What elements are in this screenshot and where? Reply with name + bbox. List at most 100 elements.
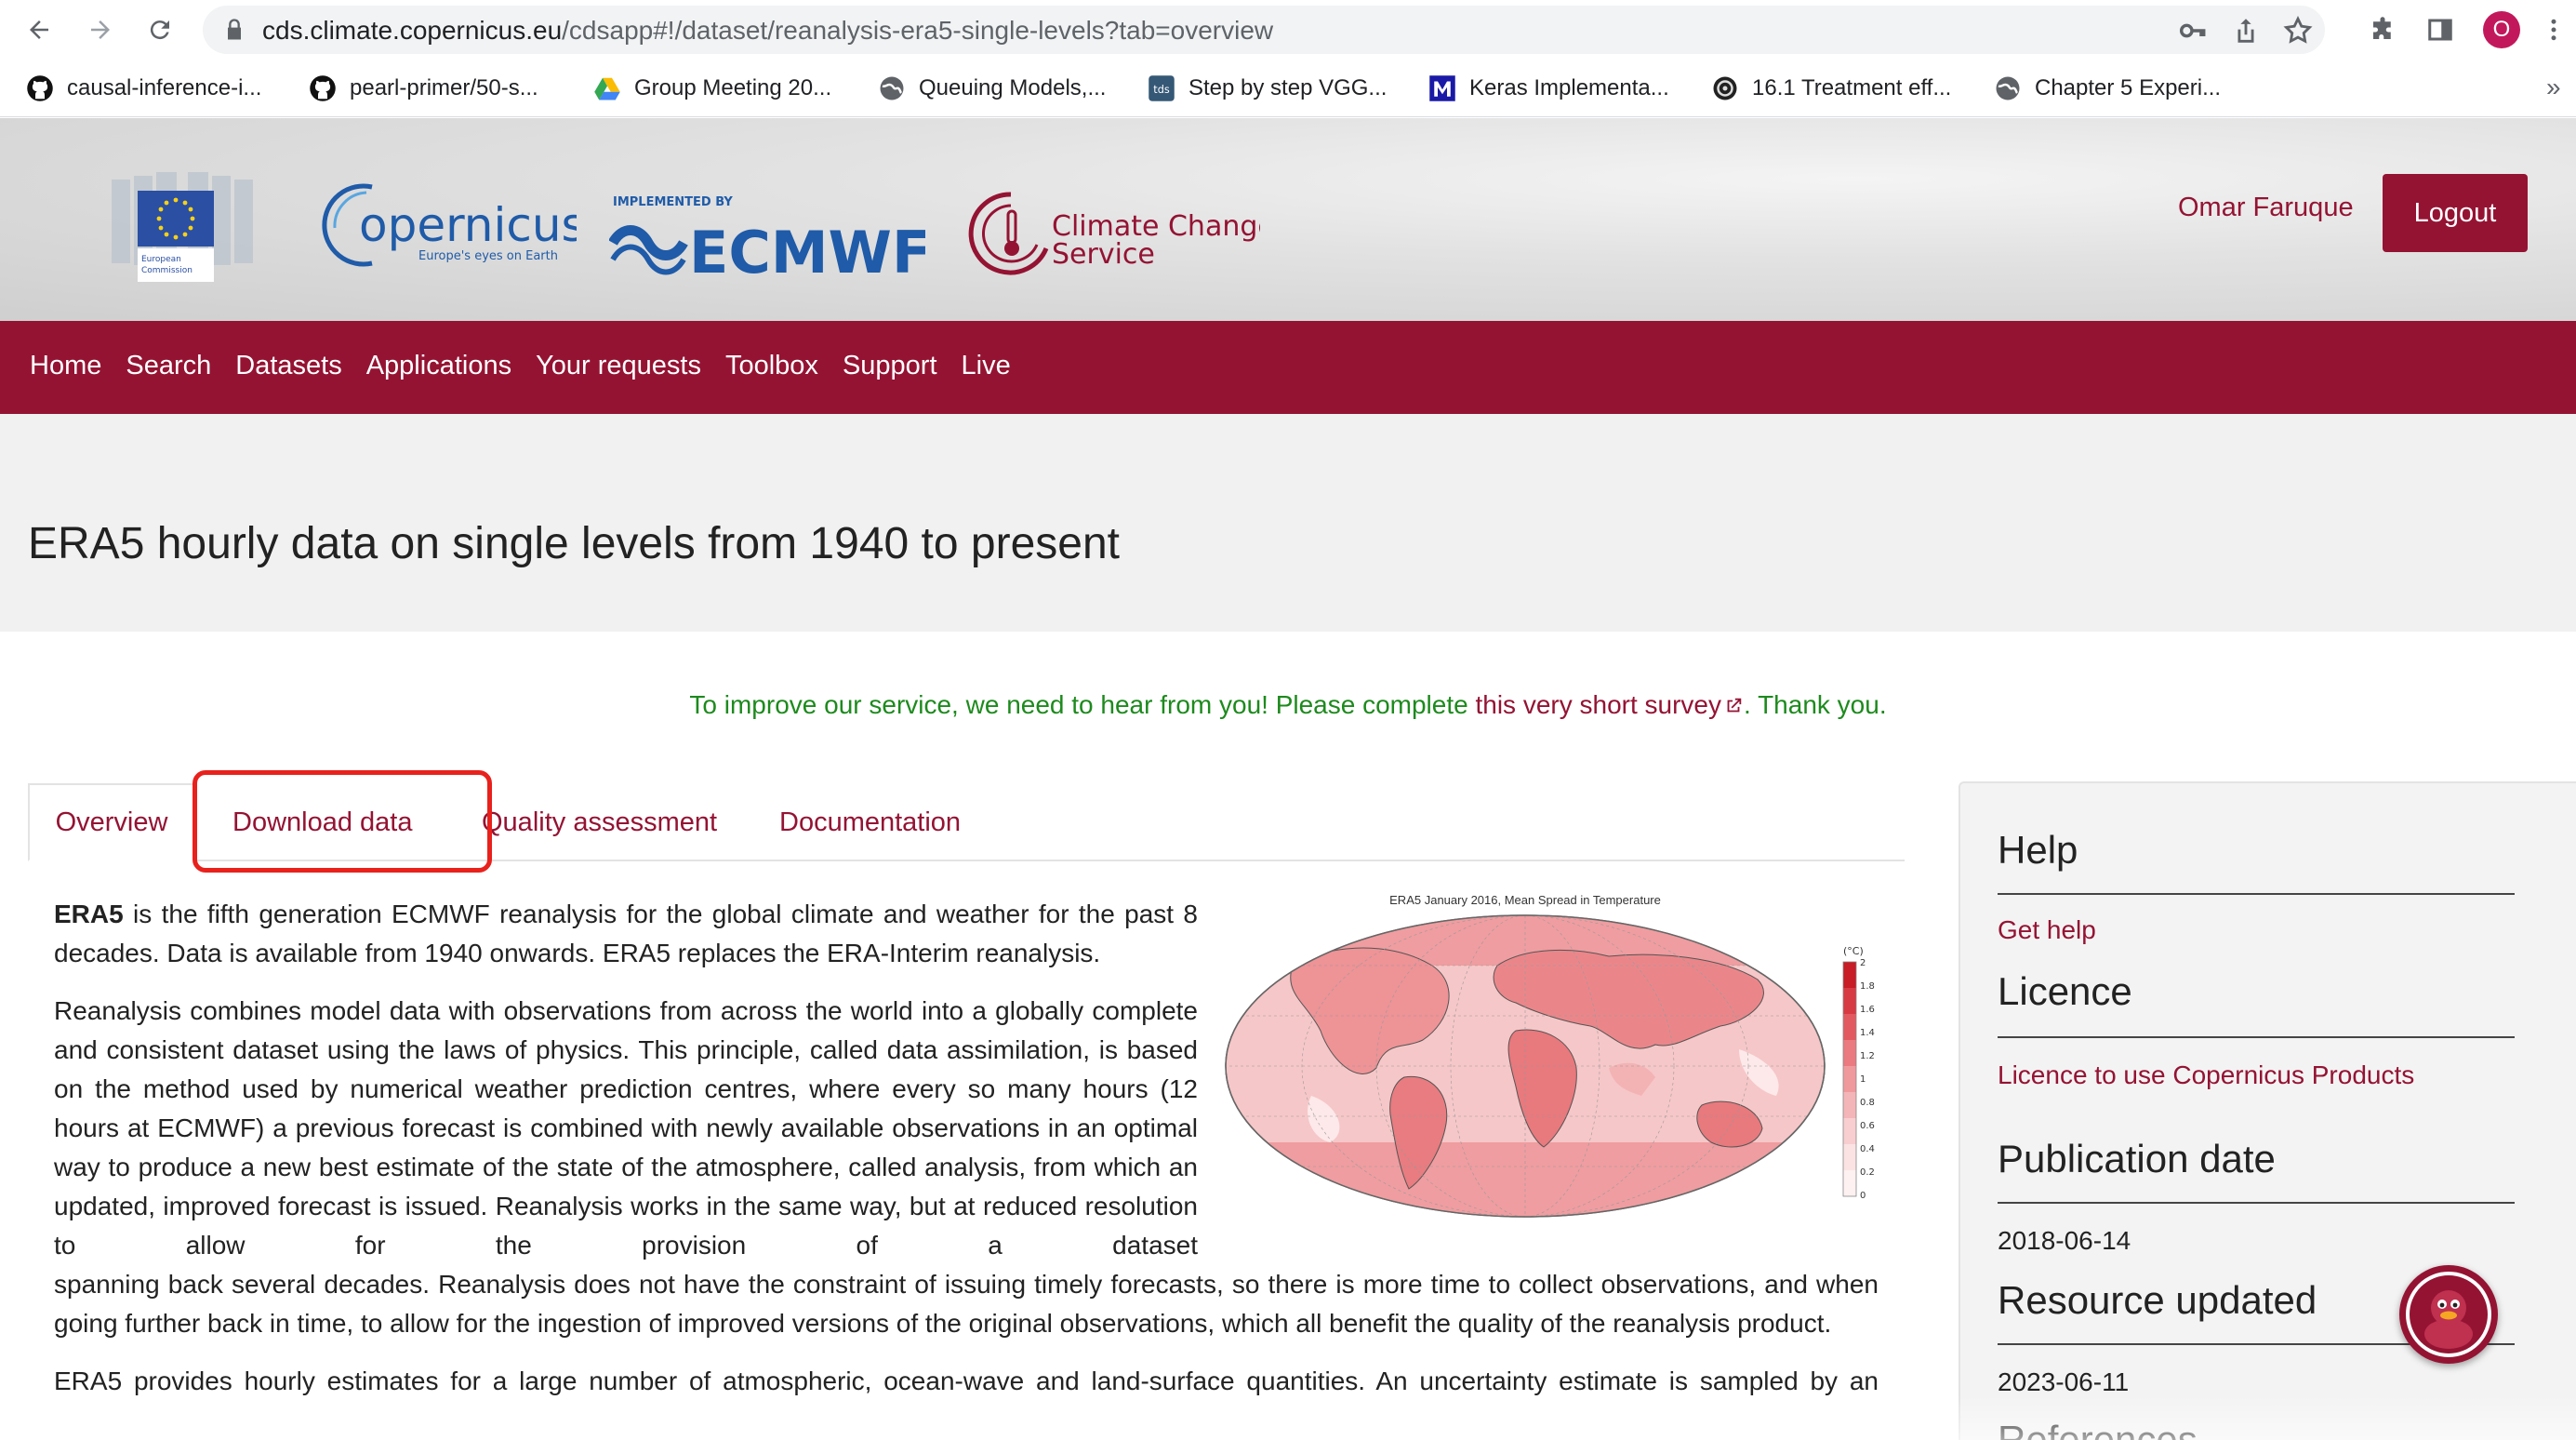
divider xyxy=(1998,1343,2515,1345)
scale-label: 2 xyxy=(1860,958,1866,968)
survey-link[interactable]: this very short survey xyxy=(1475,690,1744,719)
nav-live[interactable]: Live xyxy=(961,351,1011,380)
ec-line-1: European xyxy=(141,255,181,264)
arrow-right-icon xyxy=(91,20,110,39)
nav-your-requests[interactable]: Your requests xyxy=(536,351,701,380)
divider xyxy=(1998,893,2515,895)
survey-text-after: . Thank you. xyxy=(1744,690,1887,719)
github-icon xyxy=(310,75,336,101)
survey-banner: To improve our service, we need to hear … xyxy=(0,690,2576,720)
intro-paragraph: ERA5 is the fifth generation ECMWF reana… xyxy=(54,900,1198,967)
title-band: ERA5 hourly data on single levels from 1… xyxy=(0,414,2576,632)
tab-overview[interactable]: Overview xyxy=(28,783,195,861)
tab-quality-assessment[interactable]: Quality assessment xyxy=(482,807,718,837)
resource-updated-value: 2023-06-11 xyxy=(1998,1367,2130,1396)
licence-link[interactable]: Licence to use Copernicus Products xyxy=(1998,1060,2415,1089)
browser-menu-button[interactable] xyxy=(2533,9,2574,50)
bookmark-item[interactable]: 16.1 Treatment eff... xyxy=(1711,73,1951,104)
copernicus-logo[interactable]: opernicus Europe's eyes on Earth xyxy=(316,174,577,276)
user-name-link[interactable]: Omar Faruque xyxy=(2178,193,2354,222)
site-header: European Commission opernicus Europe's e… xyxy=(0,118,2576,321)
bookmark-item[interactable]: Group Meeting 20... xyxy=(593,73,831,104)
dataset-tabs: Overview Download data Quality assessmen… xyxy=(28,783,1905,861)
forward-button[interactable] xyxy=(80,9,121,50)
back-button[interactable] xyxy=(19,9,60,50)
survey-text-before: To improve our service, we need to hear … xyxy=(689,690,1476,719)
bookmark-label: causal-inference-i... xyxy=(67,75,262,100)
bookmark-item[interactable]: Keras Implementa... xyxy=(1428,73,1669,104)
bookmark-item[interactable]: Queuing Models,... xyxy=(878,73,1106,104)
arrow-left-icon xyxy=(30,20,48,39)
temperature-spread-map: ERA5 January 2016, Mean Spread in Temper… xyxy=(1218,893,1886,1224)
chat-assistant-button[interactable] xyxy=(2399,1265,2498,1364)
m-logo-icon xyxy=(1429,75,1455,101)
bookmarks-bar: causal-inference-i... pearl-primer/50-s.… xyxy=(0,60,2576,117)
lock-icon xyxy=(228,19,241,40)
bookmark-item[interactable]: pearl-primer/50-s... xyxy=(309,73,538,104)
globe-icon xyxy=(880,76,904,100)
bookmark-item[interactable]: Chapter 5 Experi... xyxy=(1994,73,2221,104)
ecmwf-wave-mark xyxy=(609,225,688,275)
kebab-menu-icon xyxy=(2551,19,2556,41)
bookmark-item[interactable]: causal-inference-i... xyxy=(26,73,261,104)
tab-download-data[interactable]: Download data xyxy=(232,807,413,837)
nav-support[interactable]: Support xyxy=(842,351,937,380)
ecmwf-logo[interactable]: IMPLEMENTED BY ECMWF xyxy=(609,191,925,284)
resource-updated-heading: Resource updated xyxy=(1998,1278,2317,1322)
climate-change-service-logo[interactable]: Climate Change Service xyxy=(963,183,1260,286)
bookmark-item[interactable]: tds Step by step VGG... xyxy=(1148,73,1387,104)
map-unit-label: (°C) xyxy=(1843,945,1864,957)
browser-toolbar: cds.climate.copernicus.eu/cdsapp#!/datas… xyxy=(0,0,2576,60)
overview-content: ERA5 is the fifth generation ECMWF reana… xyxy=(54,895,1879,1401)
map-title: ERA5 January 2016, Mean Spread in Temper… xyxy=(1389,893,1661,907)
google-drive-icon xyxy=(594,77,620,100)
nav-datasets[interactable]: Datasets xyxy=(235,351,342,380)
scale-label: 1.2 xyxy=(1860,1051,1875,1061)
bookmark-label: Queuing Models,... xyxy=(919,75,1107,100)
bookmark-label: 16.1 Treatment eff... xyxy=(1752,75,1952,100)
c3s-line-1: Climate Change xyxy=(1052,210,1260,243)
get-help-link[interactable]: Get help xyxy=(1998,915,2096,944)
star-icon[interactable] xyxy=(2282,15,2314,47)
nav-applications[interactable]: Applications xyxy=(365,351,512,380)
world-map-graphic: (°C) 2 1.8 1.6 1.4 1.2 1 0.8 0.6 0.4 0.2… xyxy=(1225,914,1875,1218)
share-icon[interactable] xyxy=(2230,15,2262,47)
page-title: ERA5 hourly data on single levels from 1… xyxy=(28,519,1121,568)
side-panel-button[interactable] xyxy=(2420,9,2461,50)
logout-button[interactable]: Logout xyxy=(2383,174,2528,252)
ecmwf-caption: IMPLEMENTED BY xyxy=(613,195,733,209)
reanalysis-paragraph-part2: spanning back several decades. Reanalysi… xyxy=(54,1270,1879,1338)
ecmwf-wordmark: ECMWF xyxy=(689,219,925,284)
address-bar[interactable]: cds.climate.copernicus.eu/cdsapp#!/datas… xyxy=(203,6,2325,54)
puzzle-icon xyxy=(2373,17,2391,39)
side-panel-icon xyxy=(2428,19,2452,41)
bookmark-label: Keras Implementa... xyxy=(1469,75,1669,100)
extensions-button[interactable] xyxy=(2362,9,2403,50)
external-link-icon xyxy=(1727,698,1742,713)
copernicus-wordmark: opernicus xyxy=(359,198,577,252)
survey-link-label: this very short survey xyxy=(1475,690,1722,719)
era5-provides-paragraph: ERA5 provides hourly estimates for a lar… xyxy=(54,1367,1879,1395)
european-commission-logo[interactable]: European Commission xyxy=(102,170,260,286)
color-scale-bar xyxy=(1842,961,1857,1197)
tds-icon: tds xyxy=(1149,75,1175,101)
github-icon xyxy=(27,75,53,101)
key-icon[interactable] xyxy=(2176,15,2208,47)
url-text[interactable]: cds.climate.copernicus.eu/cdsapp#!/datas… xyxy=(262,16,1274,45)
scale-label: 0.2 xyxy=(1860,1167,1875,1178)
thermometer-icon xyxy=(1004,209,1019,256)
reload-button[interactable] xyxy=(139,9,180,50)
nav-search[interactable]: Search xyxy=(126,351,212,380)
nav-home[interactable]: Home xyxy=(30,351,102,380)
svg-text:tds: tds xyxy=(1153,84,1170,96)
nav-toolbox[interactable]: Toolbox xyxy=(724,351,818,380)
c3s-line-2: Service xyxy=(1052,238,1155,271)
profile-avatar[interactable]: O xyxy=(2483,11,2520,48)
scale-label: 0.6 xyxy=(1860,1121,1875,1131)
references-heading: References xyxy=(1998,1418,2198,1440)
tab-documentation[interactable]: Documentation xyxy=(779,807,962,837)
annotation-highlight-box xyxy=(193,770,492,873)
publication-date-heading: Publication date xyxy=(1998,1137,2276,1180)
scale-label: 0 xyxy=(1860,1191,1866,1201)
bookmarks-overflow-button[interactable]: » xyxy=(2546,73,2561,101)
